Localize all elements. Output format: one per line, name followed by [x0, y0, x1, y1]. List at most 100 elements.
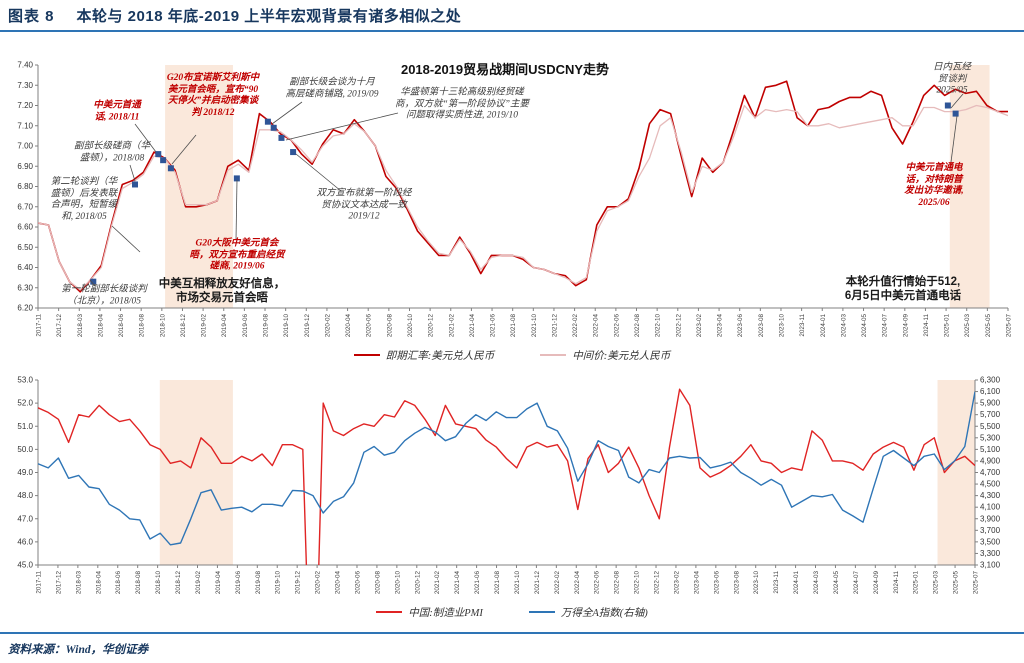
right-axis-tick-label: 3,300 — [980, 549, 1001, 558]
right-axis-tick-label: 5,700 — [980, 410, 1001, 419]
x-axis-tick-label: 2018-12 — [180, 314, 187, 338]
chart-annotation: G20布宜诺斯艾利斯中 美元首会晤，宣布“90 天停火”并启动密集谈 判 201… — [166, 72, 260, 118]
x-axis-tick-label: 2023-04 — [693, 571, 700, 595]
x-axis-tick-label: 2025-07 — [1006, 314, 1013, 338]
x-axis-tick-label: 2018-12 — [175, 571, 182, 595]
right-axis-tick-label: 3,500 — [980, 537, 1001, 546]
annotation-leader-line — [295, 153, 342, 192]
pmi-winda-chart-legend: 中国:制造业PMI 万得全A指数(右轴) — [0, 604, 1024, 620]
event-marker — [278, 134, 285, 141]
legend-label: 中间价:美元兑人民币 — [572, 350, 671, 362]
x-axis-tick-label: 2023-11 — [773, 571, 780, 594]
x-axis-tick-label: 2022-10 — [655, 314, 662, 338]
x-axis-tick-label: 2019-06 — [235, 571, 242, 595]
left-axis-tick-label: 51.0 — [17, 422, 33, 431]
event-marker — [160, 157, 167, 164]
series-line — [38, 80, 1008, 293]
right-axis-tick-label: 3,700 — [980, 526, 1001, 535]
x-axis-tick-label: 2020-12 — [428, 314, 435, 338]
left-axis-tick-label: 6.50 — [17, 243, 33, 252]
x-axis-tick-label: 2022-12 — [654, 571, 661, 595]
legend-line-swatch — [528, 611, 555, 613]
right-axis-tick-label: 4,300 — [980, 491, 1001, 500]
x-axis-tick-label: 2021-06 — [474, 571, 481, 595]
x-axis-tick-label: 2018-03 — [77, 314, 84, 338]
legend-label: 万得全A指数(右轴) — [560, 607, 648, 619]
x-axis-tick-label: 2023-10 — [778, 314, 785, 338]
usdcny-chart-canvas: 7.40 7.30 7.20 7.10 7.00 6.90 6.80 6.70 6.60 6.50… — [17, 61, 1013, 338]
x-axis-tick-label: 2020-12 — [414, 571, 421, 595]
event-marker — [233, 175, 240, 182]
left-axis-tick-label: 7.00 — [17, 142, 33, 151]
right-axis-tick-label: 4,100 — [980, 503, 1001, 512]
left-axis-tick-label: 46.0 — [17, 537, 33, 546]
x-axis-tick-label: 2023-02 — [696, 314, 703, 338]
legend-label: 中国:制造业PMI — [408, 607, 483, 619]
left-axis-tick-label: 6.60 — [17, 223, 33, 232]
annotation-leader-line — [129, 164, 136, 182]
event-marker — [944, 102, 951, 109]
right-axis-tick-label: 5,300 — [980, 433, 1001, 442]
left-axis-tick-label: 6.30 — [17, 283, 33, 292]
x-axis-tick-label: 2022-10 — [634, 571, 641, 595]
left-axis-tick-label: 52.0 — [17, 399, 33, 408]
x-axis-tick-label: 2020-08 — [374, 571, 381, 595]
x-axis-tick-label: 2021-04 — [454, 571, 461, 595]
x-axis-tick-label: 2018-04 — [97, 314, 104, 338]
x-axis-tick-label: 2019-08 — [255, 571, 262, 595]
pmi-winda-chart-block: 53.0 52.0 51.0 50.0 49.0 48.0 47.0 46.0 45.0 6,30… — [0, 372, 1024, 604]
x-axis-tick-label: 2024-05 — [833, 571, 840, 595]
x-axis-tick-label: 2018-03 — [75, 571, 82, 595]
x-axis-tick-label: 2024-09 — [902, 314, 909, 338]
x-axis-tick-label: 2021-08 — [494, 571, 501, 595]
chart-annotation: 第二轮谈判（华 盛顿）后发表联 合声明，短暂缓 和, 2018/05 — [50, 176, 118, 222]
chart-annotation: G20大阪中美元首会 晤，双方宣布重启经贸 磋商, 2019/06 — [189, 238, 285, 272]
x-axis-tick-label: 2023-06 — [713, 571, 720, 595]
x-axis-tick-label: 2020-08 — [386, 314, 393, 338]
event-marker — [90, 278, 97, 285]
series-line — [38, 388, 975, 565]
x-axis-tick-label: 2022-04 — [593, 314, 600, 338]
right-axis-tick-label: 5,500 — [980, 422, 1001, 431]
x-axis-tick-label: 2021-10 — [531, 314, 538, 338]
x-axis-tick-label: 2019-12 — [304, 314, 311, 338]
x-axis-tick-label: 2019-06 — [242, 314, 249, 338]
event-marker — [132, 181, 138, 188]
footer-divider — [0, 632, 1024, 634]
legend-item: 中间价:美元兑人民币 — [540, 348, 670, 363]
x-axis-tick-label: 2017-11 — [36, 571, 43, 594]
left-axis-tick-label: 6.20 — [17, 304, 33, 313]
annotation-leader-line — [285, 112, 399, 141]
x-axis-tick-label: 2020-02 — [315, 571, 322, 595]
left-axis-tick-label: 6.70 — [17, 202, 33, 211]
x-axis-tick-label: 2023-11 — [799, 314, 806, 337]
left-axis-tick-label: 48.0 — [17, 491, 33, 500]
series-line — [38, 104, 1008, 291]
x-axis-tick-label: 2022-02 — [554, 571, 561, 595]
x-axis-tick-label: 2020-02 — [324, 314, 331, 338]
usdcny-chart-block: 7.40 7.30 7.20 7.10 7.00 6.90 6.80 6.70 6.60 6.50… — [0, 34, 1024, 348]
x-axis-tick-label: 2024-07 — [882, 314, 889, 338]
x-axis-tick-label: 2021-02 — [434, 571, 441, 595]
right-axis-tick-label: 4,700 — [980, 468, 1001, 477]
right-axis-tick-label: 4,500 — [980, 480, 1001, 489]
x-axis-tick-label: 2018-06 — [118, 314, 125, 338]
event-marker — [952, 110, 959, 117]
chart-annotation: 本轮升值行情始于512, 6月5日中美元首通电话 — [844, 275, 962, 302]
x-axis-tick-label: 2022-06 — [613, 314, 620, 338]
x-axis-tick-label: 2023-08 — [733, 571, 740, 595]
figure-header: 图表 8 本轮与 2018 年底-2019 上半年宏观背景有诸多相似之处 — [0, 0, 1024, 32]
x-axis-tick-label: 2019-10 — [283, 314, 290, 338]
x-axis-tick-label: 2017-11 — [36, 314, 43, 337]
legend-item: 中国:制造业PMI — [376, 605, 483, 620]
right-axis-tick-label: 5,900 — [980, 399, 1001, 408]
chart-annotation: 双方宣布就第一阶段经 贸协议文本达成一致 2019/12 — [316, 188, 412, 222]
x-axis-tick-label: 2021-10 — [514, 571, 521, 595]
legend-label: 即期汇率:美元兑人民币 — [385, 350, 495, 362]
x-axis-tick-label: 2024-03 — [840, 314, 847, 338]
x-axis-tick-label: 2023-06 — [737, 314, 744, 338]
chart-annotation: 中美元首通 话, 2018/11 — [93, 100, 141, 122]
x-axis-tick-label: 2019-04 — [221, 314, 228, 338]
x-axis-tick-label: 2023-10 — [753, 571, 760, 595]
x-axis-tick-label: 2020-04 — [335, 571, 342, 595]
